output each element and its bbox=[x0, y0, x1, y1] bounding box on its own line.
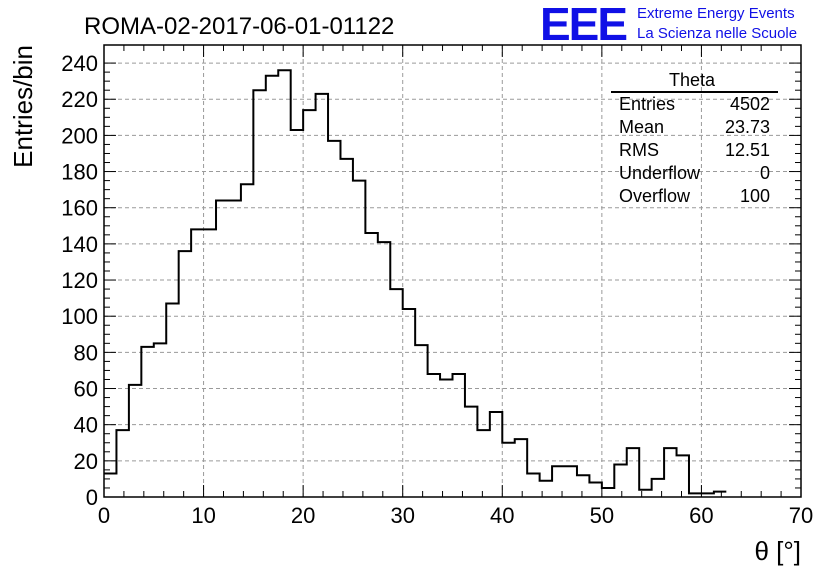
stats-label-underflow: Underflow bbox=[619, 163, 701, 183]
y-tick-label: 80 bbox=[74, 340, 98, 365]
y-tick-label: 100 bbox=[61, 304, 98, 329]
y-tick-label: 160 bbox=[61, 196, 98, 221]
stats-value-mean: 23.73 bbox=[725, 117, 770, 137]
x-tick-label: 60 bbox=[689, 503, 713, 528]
eee-logo-mark: EEE bbox=[540, 0, 626, 50]
y-tick-labels: 0 20 40 60 80 100 120 140 160 180 200 220 240 bbox=[61, 51, 98, 510]
stats-value-entries: 4502 bbox=[730, 94, 770, 114]
logo-line-2: La Scienza nelle Scuole bbox=[637, 25, 797, 42]
stats-label-mean: Mean bbox=[619, 117, 664, 137]
eee-logo: EEE Extreme Energy Events La Scienza nel… bbox=[540, 0, 797, 50]
y-tick-label: 40 bbox=[74, 413, 98, 438]
y-tick-label: 0 bbox=[86, 485, 98, 510]
y-tick-label: 20 bbox=[74, 449, 98, 474]
y-tick-label: 240 bbox=[61, 51, 98, 76]
stats-value-overflow: 100 bbox=[740, 186, 770, 206]
x-tick-label: 70 bbox=[789, 503, 813, 528]
x-tick-label: 30 bbox=[390, 503, 414, 528]
plot-frame bbox=[103, 44, 802, 498]
x-tick-label: 10 bbox=[191, 503, 215, 528]
y-tick-label: 180 bbox=[61, 160, 98, 185]
histogram-line bbox=[104, 69, 727, 495]
stats-box-title: Theta bbox=[669, 70, 716, 90]
x-tick-labels: 0 10 20 30 40 50 60 70 bbox=[98, 503, 813, 528]
stats-value-rms: 12.51 bbox=[725, 140, 770, 160]
stats-label-entries: Entries bbox=[619, 94, 675, 114]
stats-label-overflow: Overflow bbox=[619, 186, 691, 206]
y-tick-label: 120 bbox=[61, 268, 98, 293]
y-tick-label: 220 bbox=[61, 87, 98, 112]
stats-box: Theta Entries 4502 Mean 23.73 RMS 12.51 … bbox=[611, 70, 778, 206]
x-tick-label: 50 bbox=[590, 503, 614, 528]
x-tick-label: 20 bbox=[291, 503, 315, 528]
x-axis-label: θ [°] bbox=[754, 536, 801, 566]
chart-title: ROMA-02-2017-06-01-01122 bbox=[84, 13, 394, 40]
stats-value-underflow: 0 bbox=[760, 163, 770, 183]
y-tick-label: 60 bbox=[74, 377, 98, 402]
x-tick-label: 0 bbox=[98, 503, 110, 528]
grid-lines bbox=[104, 45, 801, 497]
y-axis-label: Entries/bin bbox=[8, 45, 38, 168]
axis-ticks bbox=[103, 45, 802, 498]
stats-label-rms: RMS bbox=[619, 140, 659, 160]
y-tick-label: 140 bbox=[61, 232, 98, 257]
x-tick-label: 40 bbox=[490, 503, 514, 528]
y-tick-label: 200 bbox=[61, 123, 98, 148]
logo-line-1: Extreme Energy Events bbox=[637, 5, 795, 22]
